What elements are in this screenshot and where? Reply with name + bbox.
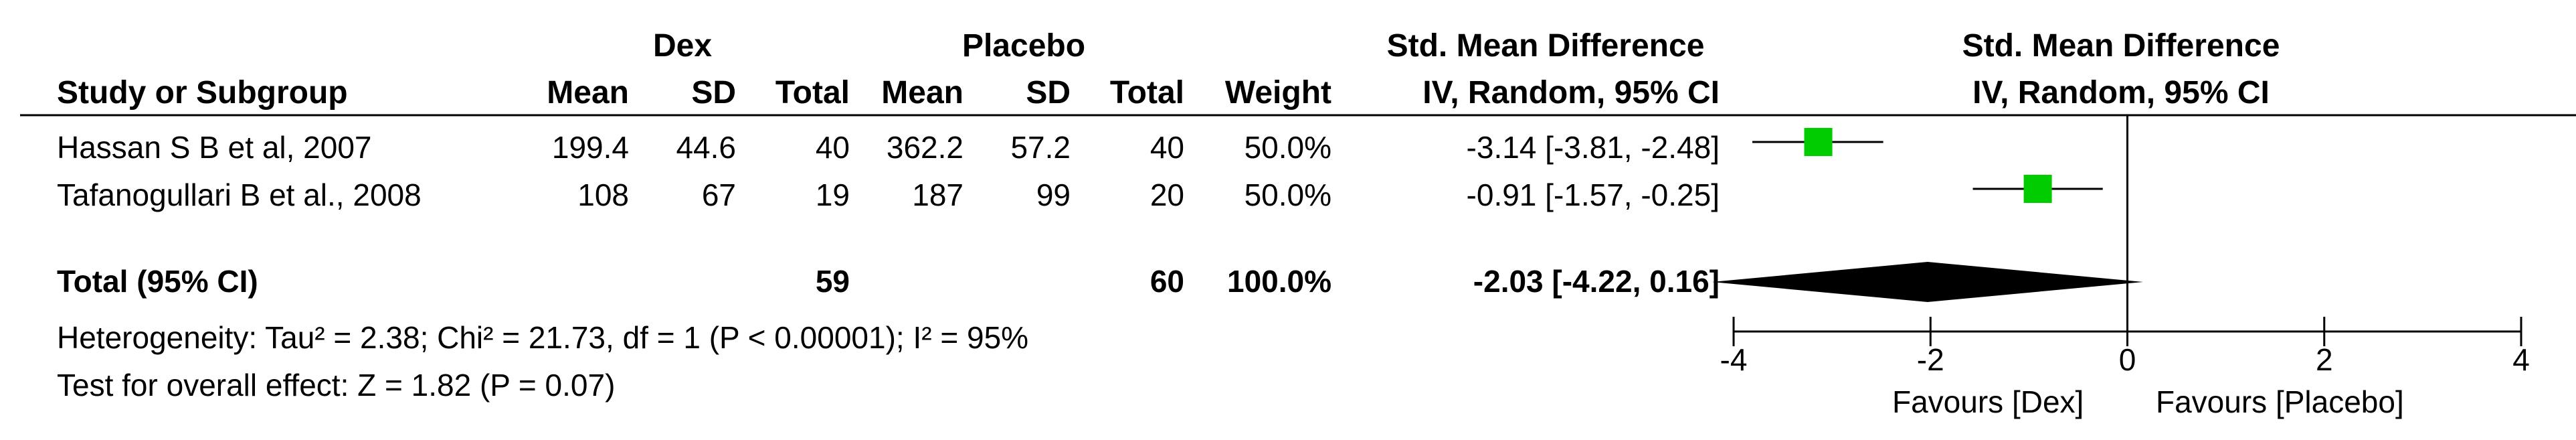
col-header-total-e: Total (775, 75, 850, 111)
total-n-e: 59 (815, 264, 850, 299)
favours-left-label: Favours [Dex] (1892, 384, 2084, 419)
group-header-placebo: Placebo (961, 28, 1086, 64)
overall-effect-text: Test for overall effect: Z = 1.82 (P = 0… (57, 368, 616, 402)
study-marker (2023, 175, 2052, 203)
group-header-plot: Std. Mean Difference (1962, 28, 2280, 64)
x-tick-label: 0 (2119, 342, 2136, 377)
study-sd-c: 99 (1036, 177, 1071, 212)
col-header-sd-c: SD (1026, 75, 1071, 111)
study-name: Hassan S B et al, 2007 (57, 130, 372, 165)
study-mean-e: 199.4 (551, 130, 629, 165)
col-header-total-c: Total (1109, 75, 1184, 111)
total-weight: 100.0% (1226, 264, 1331, 299)
col-header-method: IV, Random, 95% CI (1422, 75, 1720, 111)
group-header-effect: Std. Mean Difference (1386, 28, 1705, 64)
total-label: Total (95% CI) (57, 264, 258, 299)
total-n-c: 60 (1149, 264, 1184, 299)
x-tick-label: -2 (1917, 342, 1944, 377)
col-header-mean-c: Mean (881, 75, 963, 111)
study-name: Tafanogullari B et al., 2008 (57, 177, 422, 212)
total-ci: -2.03 [-4.22, 0.16] (1473, 264, 1720, 299)
x-tick-label: 4 (2512, 342, 2530, 377)
study-sd-e: 44.6 (676, 130, 736, 165)
x-tick-label: 2 (2316, 342, 2333, 377)
study-sd-e: 67 (701, 177, 736, 212)
plot-layer: -4 -2 0 2 4 (1712, 115, 2530, 377)
study-total-e: 19 (815, 177, 850, 212)
study-marker (1804, 128, 1833, 156)
favours-right-label: Favours [Placebo] (2156, 384, 2404, 419)
study-total-c: 20 (1149, 177, 1184, 212)
x-tick-label: -4 (1720, 342, 1748, 377)
heterogeneity-text: Heterogeneity: Tau² = 2.38; Chi² = 21.73… (57, 320, 1029, 355)
study-total-c: 40 (1149, 130, 1184, 165)
study-ci: -0.91 [-1.57, -0.25] (1466, 177, 1720, 212)
study-ci: -3.14 [-3.81, -2.48] (1466, 130, 1720, 165)
col-header-sd-e: SD (691, 75, 736, 111)
group-header-dex: Dex (652, 28, 713, 64)
study-mean-e: 108 (577, 177, 629, 212)
study-weight: 50.0% (1244, 177, 1331, 212)
study-total-e: 40 (815, 130, 850, 165)
study-sd-c: 57.2 (1010, 130, 1071, 165)
pooled-diamond (1712, 262, 2144, 302)
col-header-weight: Weight (1224, 75, 1331, 111)
col-header-mean-e: Mean (547, 75, 629, 111)
col-header-plot-method: IV, Random, 95% CI (1972, 75, 2270, 111)
study-mean-c: 187 (912, 177, 963, 212)
study-mean-c: 362.2 (886, 130, 963, 165)
col-header-study: Study or Subgroup (57, 75, 348, 111)
study-weight: 50.0% (1244, 130, 1331, 165)
